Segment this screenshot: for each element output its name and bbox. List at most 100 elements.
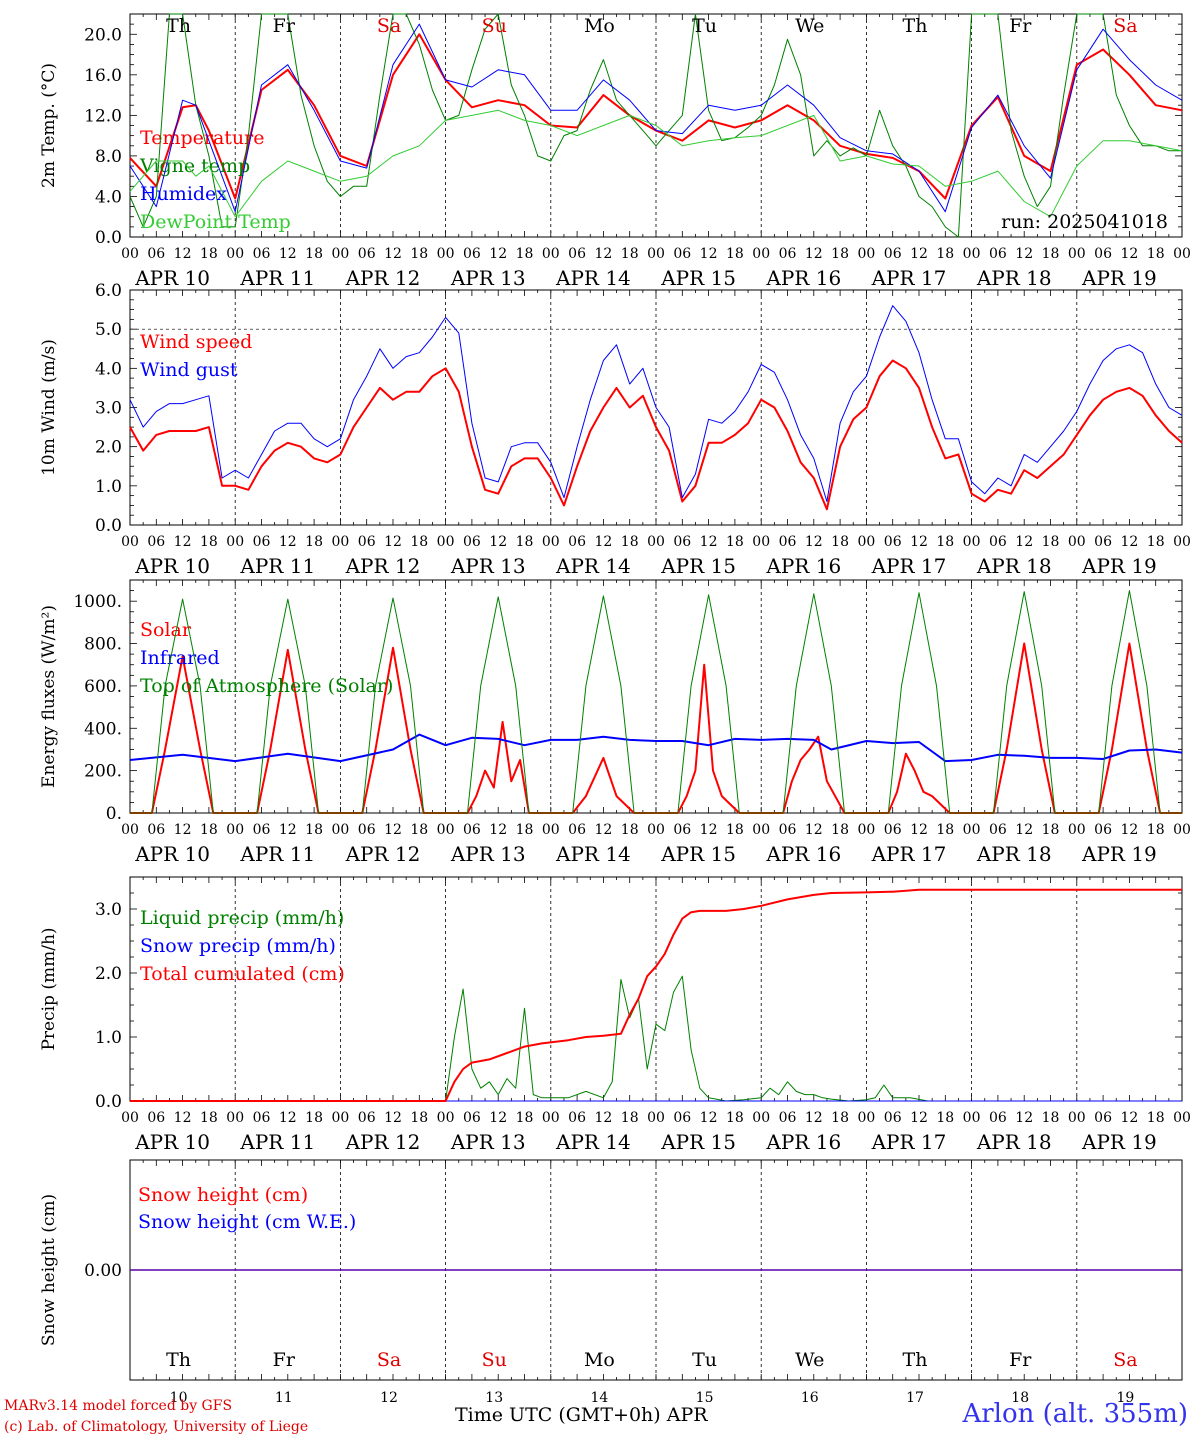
hour-tick-label: 06 bbox=[253, 534, 271, 550]
y-axis-label-precip: Precip (mm/h) bbox=[39, 927, 59, 1050]
hour-tick-label: 00 bbox=[752, 246, 770, 262]
y-tick-label: 5.0 bbox=[95, 320, 122, 340]
hour-tick-label: 18 bbox=[200, 1110, 218, 1126]
date-label: APR 17 bbox=[871, 266, 947, 290]
date-label: APR 16 bbox=[765, 1130, 841, 1154]
hour-tick-label: 06 bbox=[568, 1110, 586, 1126]
hour-tick-label: 00 bbox=[963, 246, 981, 262]
y-tick-label: 3.0 bbox=[95, 900, 122, 920]
hour-tick-label: 00 bbox=[752, 534, 770, 550]
hour-tick-label: 00 bbox=[857, 1110, 875, 1126]
y-tick-label: 200. bbox=[84, 762, 122, 782]
y-tick-label: 0. bbox=[106, 804, 122, 824]
hour-tick-label: 18 bbox=[410, 822, 428, 838]
hour-tick-label: 06 bbox=[779, 534, 797, 550]
weekday-label: Su bbox=[482, 1349, 507, 1371]
hour-tick-label: 00 bbox=[1173, 246, 1191, 262]
hour-tick-label: 06 bbox=[463, 822, 481, 838]
date-label: APR 19 bbox=[1081, 1130, 1157, 1154]
hour-tick-label: 18 bbox=[305, 1110, 323, 1126]
date-label: APR 14 bbox=[555, 266, 631, 290]
hour-tick-label: 06 bbox=[568, 822, 586, 838]
hour-tick-label: 12 bbox=[594, 1110, 612, 1126]
hour-tick-label: 18 bbox=[200, 534, 218, 550]
legend-entry-temp-0: Temperature bbox=[140, 127, 264, 149]
series-line-energy-2 bbox=[130, 590, 1182, 814]
legend-entry-precip-1: Snow precip (mm/h) bbox=[140, 935, 336, 957]
date-label: APR 10 bbox=[134, 842, 210, 866]
y-tick-label: 8.0 bbox=[95, 147, 122, 167]
y-axis-label-snow: Snow height (cm) bbox=[39, 1194, 59, 1346]
weekday-label: Fr bbox=[273, 1349, 296, 1371]
legend-entry-wind-0: Wind speed bbox=[140, 331, 252, 353]
date-label: APR 15 bbox=[660, 554, 736, 578]
hour-tick-label: 18 bbox=[305, 534, 323, 550]
hour-tick-label: 06 bbox=[673, 1110, 691, 1126]
hour-tick-label: 06 bbox=[884, 1110, 902, 1126]
hour-tick-label: 00 bbox=[1173, 1110, 1191, 1126]
hour-tick-label: 00 bbox=[963, 534, 981, 550]
day-number-label: 18 bbox=[1011, 1390, 1029, 1406]
hour-tick-label: 06 bbox=[779, 246, 797, 262]
hour-tick-label: 06 bbox=[568, 534, 586, 550]
hour-tick-label: 18 bbox=[1042, 246, 1060, 262]
hour-tick-label: 12 bbox=[1120, 822, 1138, 838]
hour-tick-label: 00 bbox=[857, 246, 875, 262]
hour-tick-label: 18 bbox=[831, 1110, 849, 1126]
hour-tick-label: 18 bbox=[305, 822, 323, 838]
series-line-precip-2 bbox=[130, 888, 1182, 1102]
hour-tick-label: 12 bbox=[805, 1110, 823, 1126]
hour-tick-label: 06 bbox=[884, 822, 902, 838]
x-axis-title: Time UTC (GMT+0h) APR bbox=[455, 1404, 708, 1426]
date-label: APR 11 bbox=[239, 842, 315, 866]
legend-entry-energy-0: Solar bbox=[140, 619, 192, 641]
hour-tick-label: 06 bbox=[253, 822, 271, 838]
hour-tick-label: 06 bbox=[673, 822, 691, 838]
hour-tick-label: 12 bbox=[174, 246, 192, 262]
y-tick-label: 0.00 bbox=[84, 1261, 122, 1281]
y-tick-label: 400. bbox=[84, 719, 122, 739]
weekday-label: Sa bbox=[377, 15, 401, 37]
series-line-temp-1 bbox=[129, 13, 1182, 238]
date-label: APR 12 bbox=[345, 1130, 421, 1154]
hour-tick-label: 00 bbox=[857, 534, 875, 550]
hour-tick-label: 12 bbox=[279, 246, 297, 262]
hour-tick-label: 18 bbox=[936, 822, 954, 838]
legend-entry-snow-1: Snow height (cm W.E.) bbox=[138, 1211, 356, 1233]
hour-tick-label: 06 bbox=[253, 246, 271, 262]
date-label: APR 10 bbox=[134, 1130, 210, 1154]
hour-tick-label: 00 bbox=[226, 534, 244, 550]
hour-tick-label: 00 bbox=[1068, 1110, 1086, 1126]
y-tick-label: 1.0 bbox=[95, 1028, 122, 1048]
hour-tick-label: 12 bbox=[700, 534, 718, 550]
hour-tick-label: 06 bbox=[147, 534, 165, 550]
hour-tick-label: 00 bbox=[647, 246, 665, 262]
hour-tick-label: 12 bbox=[174, 822, 192, 838]
hour-tick-label: 06 bbox=[884, 246, 902, 262]
date-label: APR 14 bbox=[555, 1130, 631, 1154]
hour-tick-label: 06 bbox=[358, 246, 376, 262]
hour-tick-label: 06 bbox=[463, 246, 481, 262]
hour-tick-label: 18 bbox=[726, 822, 744, 838]
weekday-label: Th bbox=[166, 15, 191, 37]
hour-tick-label: 06 bbox=[147, 246, 165, 262]
y-tick-label: 12.0 bbox=[84, 106, 122, 126]
legend-entry-temp-3: DewPoint Temp bbox=[140, 211, 291, 233]
hour-tick-label: 12 bbox=[174, 1110, 192, 1126]
hour-tick-label: 06 bbox=[358, 1110, 376, 1126]
hour-tick-label: 00 bbox=[1068, 822, 1086, 838]
hour-tick-label: 12 bbox=[700, 1110, 718, 1126]
date-label: APR 13 bbox=[450, 554, 526, 578]
hour-tick-label: 12 bbox=[1120, 1110, 1138, 1126]
y-axis-label-wind: 10m Wind (m/s) bbox=[39, 339, 59, 476]
hour-tick-label: 00 bbox=[437, 822, 455, 838]
hour-tick-label: 18 bbox=[1147, 822, 1165, 838]
hour-tick-label: 00 bbox=[647, 534, 665, 550]
hour-tick-label: 12 bbox=[594, 246, 612, 262]
hour-tick-label: 12 bbox=[805, 822, 823, 838]
hour-tick-label: 12 bbox=[279, 1110, 297, 1126]
day-number-label: 13 bbox=[485, 1390, 503, 1406]
hour-tick-label: 00 bbox=[542, 246, 560, 262]
hour-tick-label: 00 bbox=[437, 534, 455, 550]
hour-tick-label: 18 bbox=[200, 822, 218, 838]
